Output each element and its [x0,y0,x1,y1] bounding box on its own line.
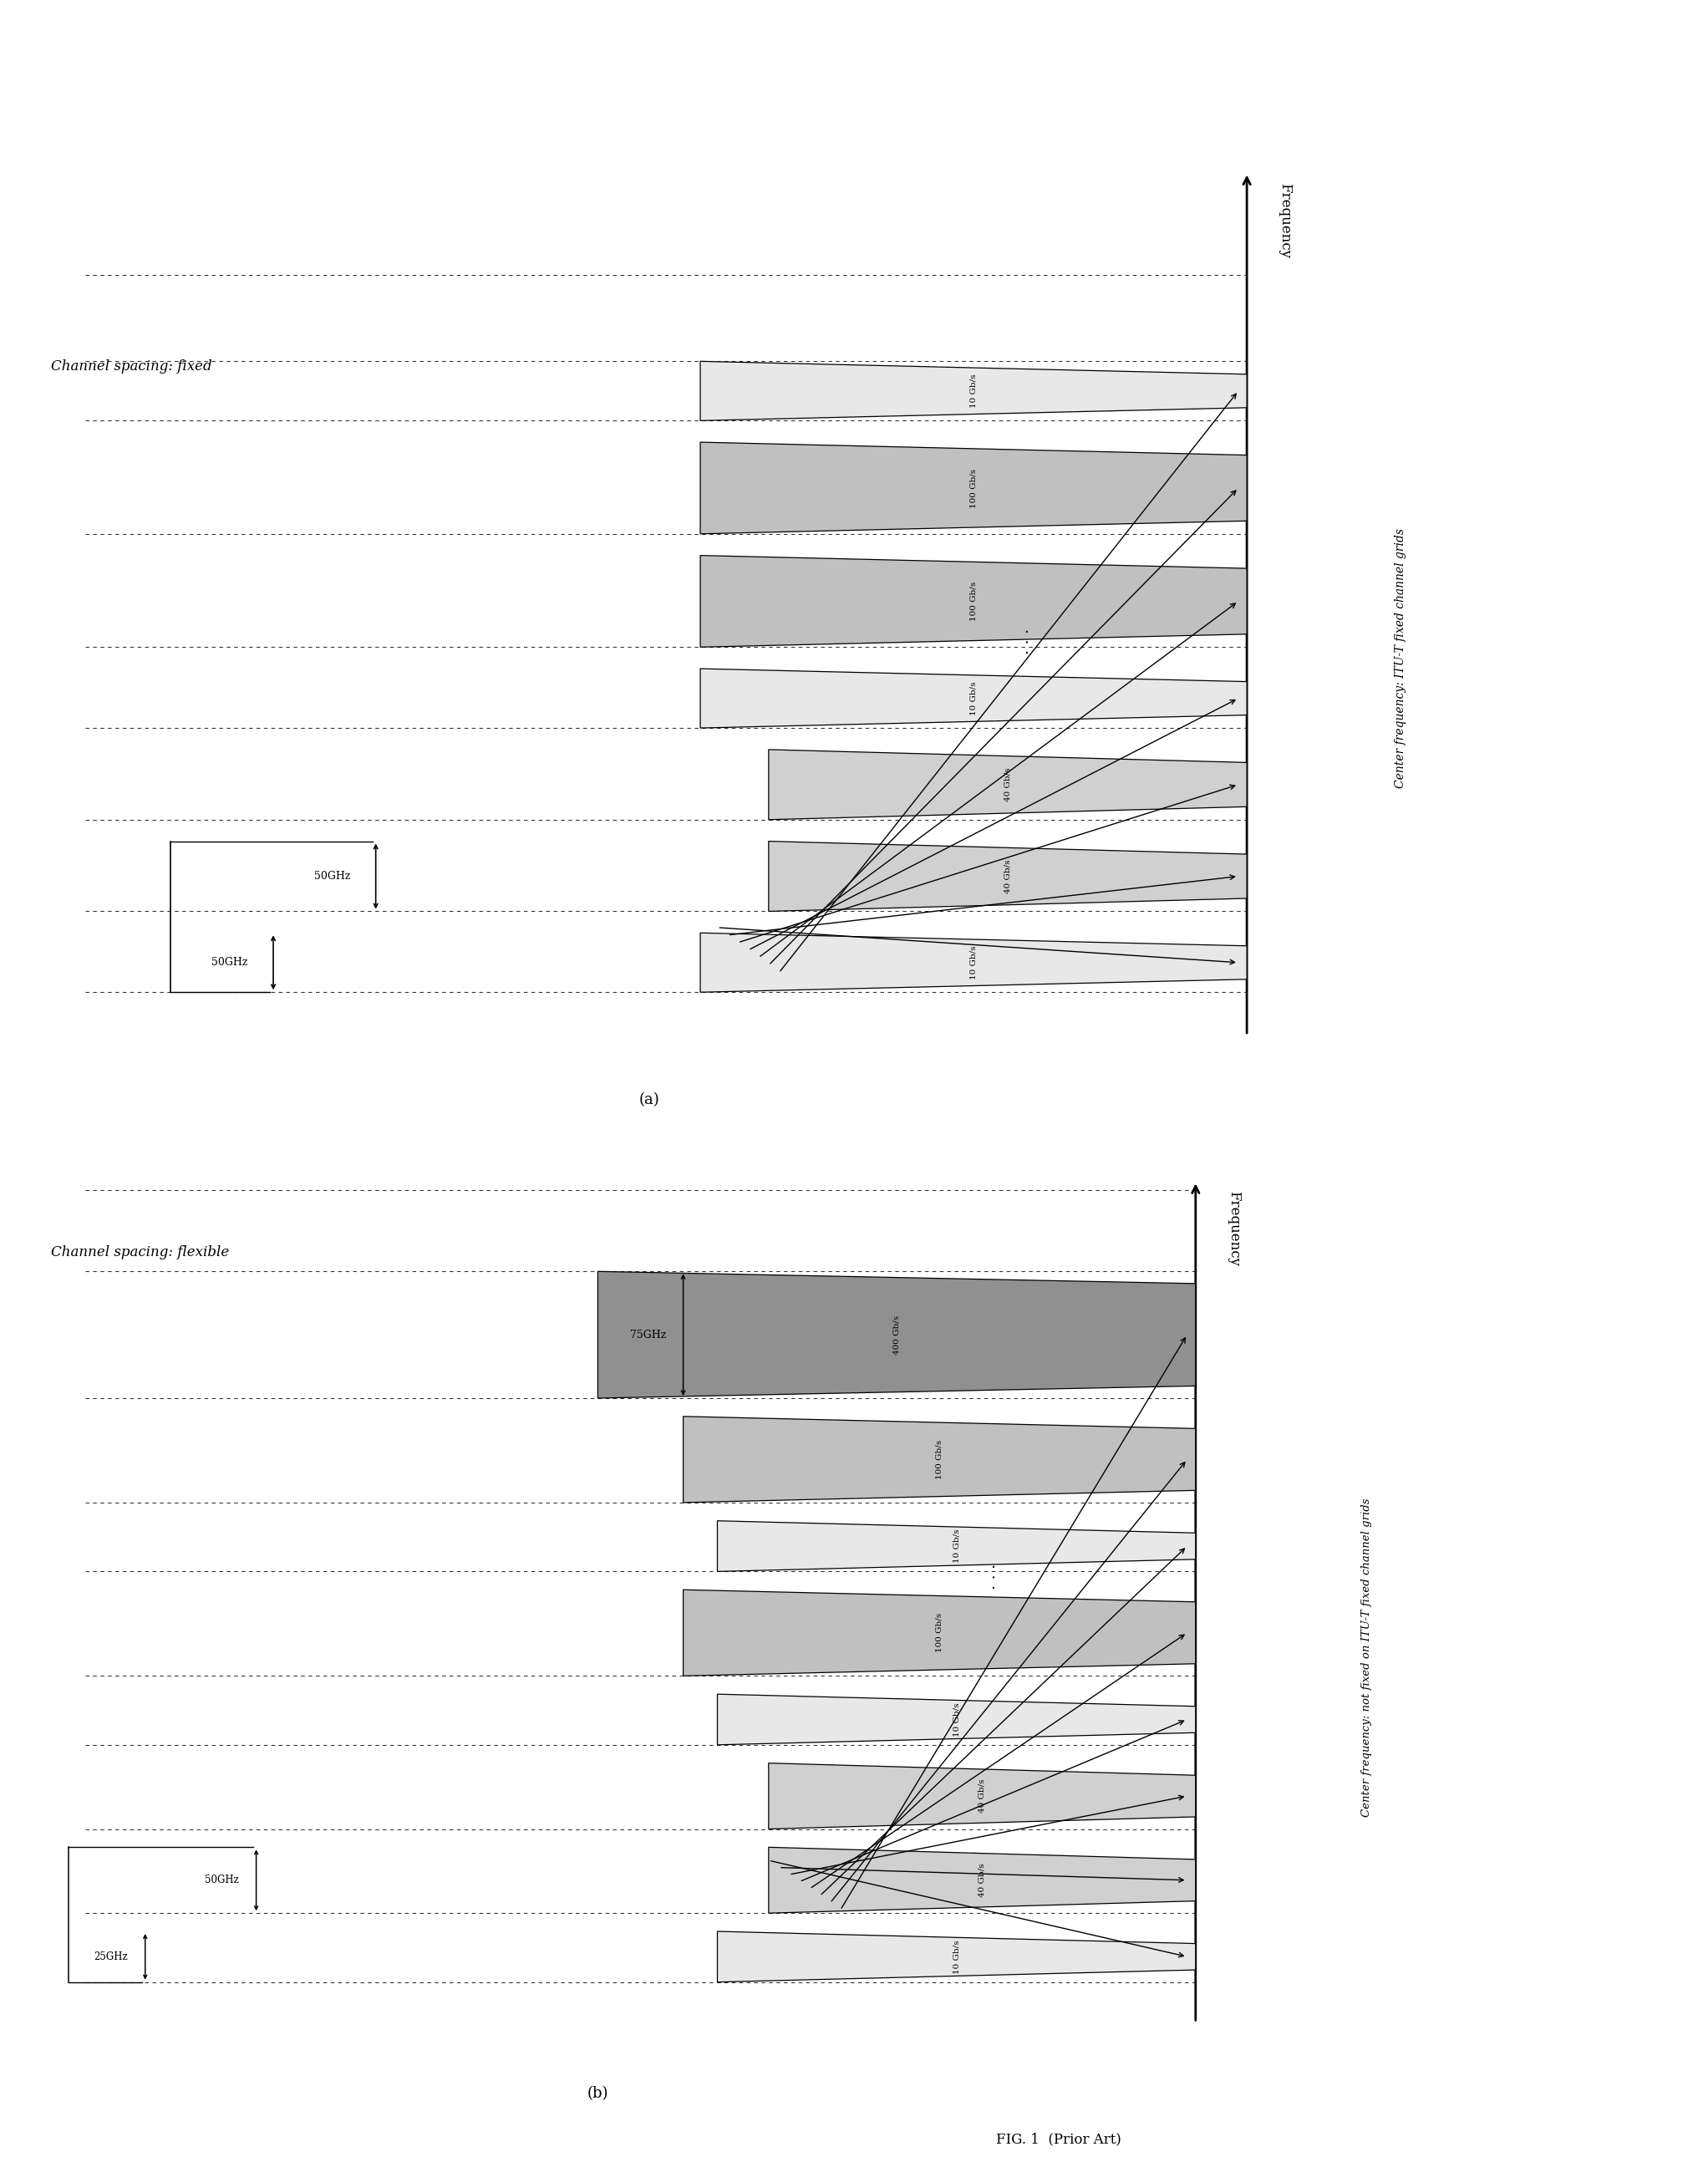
Polygon shape [769,1846,1196,1913]
Text: . . .: . . . [984,1564,997,1590]
Text: 40 Gb/s: 40 Gb/s [979,1864,986,1898]
Text: (b): (b) [588,2086,608,2101]
Text: 40 Gb/s: 40 Gb/s [1004,858,1011,893]
Polygon shape [769,751,1247,820]
Text: . . .: . . . [1018,628,1032,656]
Polygon shape [769,1762,1196,1829]
Polygon shape [717,1931,1196,1982]
Text: 100 Gb/s: 100 Gb/s [936,1439,943,1480]
Text: 10 Gb/s: 10 Gb/s [953,1939,960,1974]
Text: (a): (a) [639,1094,659,1107]
Text: 10 Gb/s: 10 Gb/s [953,1702,960,1736]
Polygon shape [717,1521,1196,1572]
Text: 50GHz: 50GHz [314,871,350,882]
Polygon shape [700,932,1247,992]
Text: 25GHz: 25GHz [94,1952,128,1963]
Text: Frequency: Frequency [1226,1191,1240,1266]
Text: 100 Gb/s: 100 Gb/s [936,1613,943,1652]
Polygon shape [717,1693,1196,1745]
Polygon shape [598,1270,1196,1398]
Text: Channel spacing: fixed: Channel spacing: fixed [51,360,212,373]
Text: Channel spacing: flexible: Channel spacing: flexible [51,1245,229,1260]
Text: 100 Gb/s: 100 Gb/s [970,582,977,621]
Text: 10 Gb/s: 10 Gb/s [970,945,977,979]
Text: 40 Gb/s: 40 Gb/s [979,1780,986,1814]
Text: 50GHz: 50GHz [205,1874,239,1885]
Text: Center frequency: ITU-T fixed channel grids: Center frequency: ITU-T fixed channel gr… [1395,528,1406,787]
Polygon shape [700,360,1247,421]
Text: 10 Gb/s: 10 Gb/s [970,682,977,716]
Text: 10 Gb/s: 10 Gb/s [953,1529,960,1564]
Text: 40 Gb/s: 40 Gb/s [1004,768,1011,802]
Polygon shape [700,557,1247,647]
Text: 50GHz: 50GHz [212,958,248,968]
Text: 400 Gb/s: 400 Gb/s [893,1316,900,1355]
Text: Frequency: Frequency [1278,183,1291,259]
Polygon shape [700,442,1247,535]
Text: Center frequency: not fixed on ITU-T fixed channel grids: Center frequency: not fixed on ITU-T fix… [1361,1499,1372,1816]
Text: FIG. 1  (Prior Art): FIG. 1 (Prior Art) [996,2131,1122,2146]
Text: 75GHz: 75GHz [630,1329,666,1339]
Text: 100 Gb/s: 100 Gb/s [970,468,977,507]
Polygon shape [683,1590,1196,1676]
Polygon shape [683,1417,1196,1503]
Polygon shape [769,841,1247,910]
Polygon shape [700,669,1247,729]
Text: 10 Gb/s: 10 Gb/s [970,373,977,408]
